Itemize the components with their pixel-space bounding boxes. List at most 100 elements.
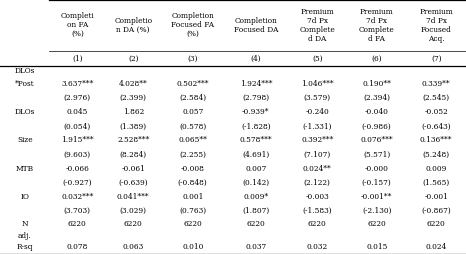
Text: 6220: 6220 [308,220,327,228]
Text: (-0.927): (-0.927) [62,179,92,187]
Text: 0.009*: 0.009* [243,193,268,201]
Text: 0.001: 0.001 [182,193,203,201]
Text: -0.040: -0.040 [365,108,389,116]
Text: (0.578): (0.578) [179,122,206,130]
Text: 0.136***: 0.136*** [420,136,452,145]
Text: (2.394): (2.394) [363,94,390,102]
Text: 6220: 6220 [247,220,265,228]
Text: (2.122): (2.122) [304,179,331,187]
Text: (-0.643): (-0.643) [421,122,451,130]
Text: -0.000: -0.000 [365,165,389,173]
Text: -0.052: -0.052 [425,108,448,116]
Text: -0.240: -0.240 [305,108,329,116]
Text: Size: Size [17,136,33,145]
Text: 1.046***: 1.046*** [301,80,334,88]
Text: (5.571): (5.571) [363,151,391,158]
Text: Premium
7d Px
Complete
d FA: Premium 7d Px Complete d FA [359,8,395,43]
Text: 0.076***: 0.076*** [360,136,393,145]
Text: adj.: adj. [18,232,32,240]
Text: (2.584): (2.584) [179,94,206,102]
Text: 6220: 6220 [124,220,143,228]
Text: 0.065**: 0.065** [178,136,207,145]
Text: 0.032***: 0.032*** [61,193,94,201]
Text: (3.579): (3.579) [304,94,331,102]
Text: (9.603): (9.603) [64,151,91,158]
Text: 6220: 6220 [367,220,386,228]
Text: 0.392***: 0.392*** [301,136,333,145]
Text: (2.545): (2.545) [423,94,450,102]
Text: MTB: MTB [16,165,34,173]
Text: (1.565): (1.565) [423,179,450,187]
Text: 6220: 6220 [68,220,87,228]
Text: (-1.828): (-1.828) [241,122,271,130]
Text: -0.001**: -0.001** [361,193,392,201]
Text: (-0.986): (-0.986) [362,122,391,130]
Text: 0.578***: 0.578*** [240,136,272,145]
Text: 0.502***: 0.502*** [177,80,209,88]
Text: (-0.639): (-0.639) [118,179,148,187]
Text: 4.028**: 4.028** [119,80,148,88]
Text: (0.763): (0.763) [179,207,206,215]
Text: -0.061: -0.061 [121,165,145,173]
Text: (1.807): (1.807) [242,207,269,215]
Text: Completion
Focused DA: Completion Focused DA [233,17,278,34]
Text: 1.915***: 1.915*** [61,136,94,145]
Text: (-0.848): (-0.848) [178,179,207,187]
Text: 0.057: 0.057 [182,108,203,116]
Text: (4.691): (4.691) [242,151,269,158]
Text: 0.045: 0.045 [67,108,88,116]
Text: DLOs: DLOs [14,108,35,116]
Text: (3.703): (3.703) [64,207,91,215]
Text: -0.003: -0.003 [305,193,329,201]
Text: (2.255): (2.255) [179,151,206,158]
Text: 0.037: 0.037 [245,243,267,251]
Text: (-2.130): (-2.130) [362,207,391,215]
Text: 6220: 6220 [427,220,445,228]
Text: (5): (5) [312,54,322,62]
Text: 0.015: 0.015 [366,243,387,251]
Text: (2): (2) [128,54,138,62]
Text: 2.528***: 2.528*** [117,136,150,145]
Text: (2.399): (2.399) [120,94,147,102]
Text: Completion
Focused FA
(%): Completion Focused FA (%) [171,12,214,38]
Text: (3): (3) [187,54,198,62]
Text: -0.939*: -0.939* [242,108,270,116]
Text: (-1.331): (-1.331) [302,122,332,130]
Text: (1.389): (1.389) [120,122,147,130]
Text: 1.924***: 1.924*** [240,80,272,88]
Text: (2.798): (2.798) [242,94,269,102]
Text: Completi
on FA
(%): Completi on FA (%) [61,12,94,38]
Text: 0.009: 0.009 [425,165,447,173]
Text: (-0.157): (-0.157) [362,179,391,187]
Text: IO: IO [21,193,29,201]
Text: 0.024**: 0.024** [303,165,332,173]
Text: (8.284): (8.284) [120,151,147,158]
Text: Premium
7d Px
Focused
Acq.: Premium 7d Px Focused Acq. [419,8,453,43]
Text: (1): (1) [72,54,82,62]
Text: -0.066: -0.066 [65,165,89,173]
Text: 0.041***: 0.041*** [117,193,150,201]
Text: (-0.867): (-0.867) [421,207,451,215]
Text: 0.007: 0.007 [245,165,267,173]
Text: (2.976): (2.976) [64,94,91,102]
Text: R-sq: R-sq [16,243,33,251]
Text: (4): (4) [251,54,261,62]
Text: (5.248): (5.248) [423,151,450,158]
Text: 0.339**: 0.339** [422,80,451,88]
Text: (7.107): (7.107) [304,151,331,158]
Text: (3.029): (3.029) [120,207,147,215]
Text: 0.078: 0.078 [67,243,88,251]
Text: (0.142): (0.142) [242,179,269,187]
Text: DLOs: DLOs [14,67,35,75]
Text: (0.054): (0.054) [64,122,91,130]
Text: 0.024: 0.024 [425,243,447,251]
Text: N: N [21,220,28,228]
Text: 0.063: 0.063 [123,243,144,251]
Text: 0.010: 0.010 [182,243,203,251]
Text: (7): (7) [431,54,442,62]
Text: 0.190**: 0.190** [362,80,391,88]
Text: (-1.583): (-1.583) [302,207,332,215]
Text: Premium
7d Px
Complete
d DA: Premium 7d Px Complete d DA [299,8,335,43]
Text: 0.032: 0.032 [307,243,328,251]
Text: -0.001: -0.001 [425,193,448,201]
